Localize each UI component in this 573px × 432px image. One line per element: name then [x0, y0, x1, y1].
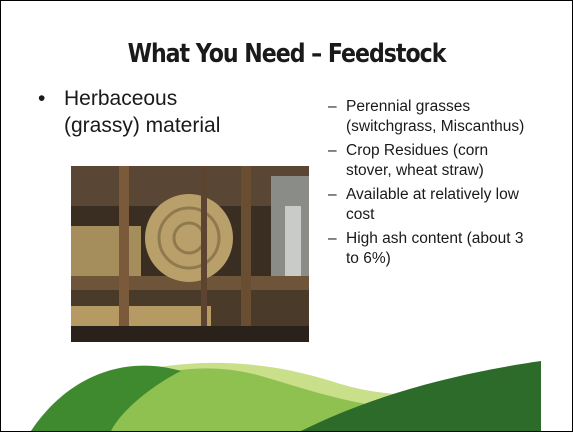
sub-bullet-text: Crop Residues (corn stover, wheat straw) — [346, 142, 488, 179]
bullet: • Herbaceous (grassy) material — [38, 85, 238, 139]
decorative-waves — [1, 341, 572, 431]
sub-bullet-text: High ash content (about 3 to 6%) — [346, 230, 524, 267]
sub-bullet-text: Available at relatively low cost — [346, 186, 519, 223]
sub-bullet-text: Perennial grasses (switchgrass, Miscanth… — [346, 98, 524, 135]
sub-bullet: –Crop Residues (corn stover, wheat straw… — [328, 141, 533, 181]
sub-bullet: –Available at relatively low cost — [328, 185, 533, 225]
sub-bullet: –Perennial grasses (switchgrass, Miscant… — [328, 97, 533, 137]
sub-bullet-list: –Perennial grasses (switchgrass, Miscant… — [328, 97, 533, 273]
sub-bullet: –High ash content (about 3 to 6%) — [328, 229, 533, 269]
slide: What You Need – Feedstock • Herbaceous (… — [0, 0, 573, 432]
slide-title: What You Need – Feedstock — [44, 39, 529, 69]
bullet-text: Herbaceous (grassy) material — [64, 85, 234, 139]
hay-photo — [71, 166, 309, 342]
bullet-dot: • — [38, 85, 45, 112]
